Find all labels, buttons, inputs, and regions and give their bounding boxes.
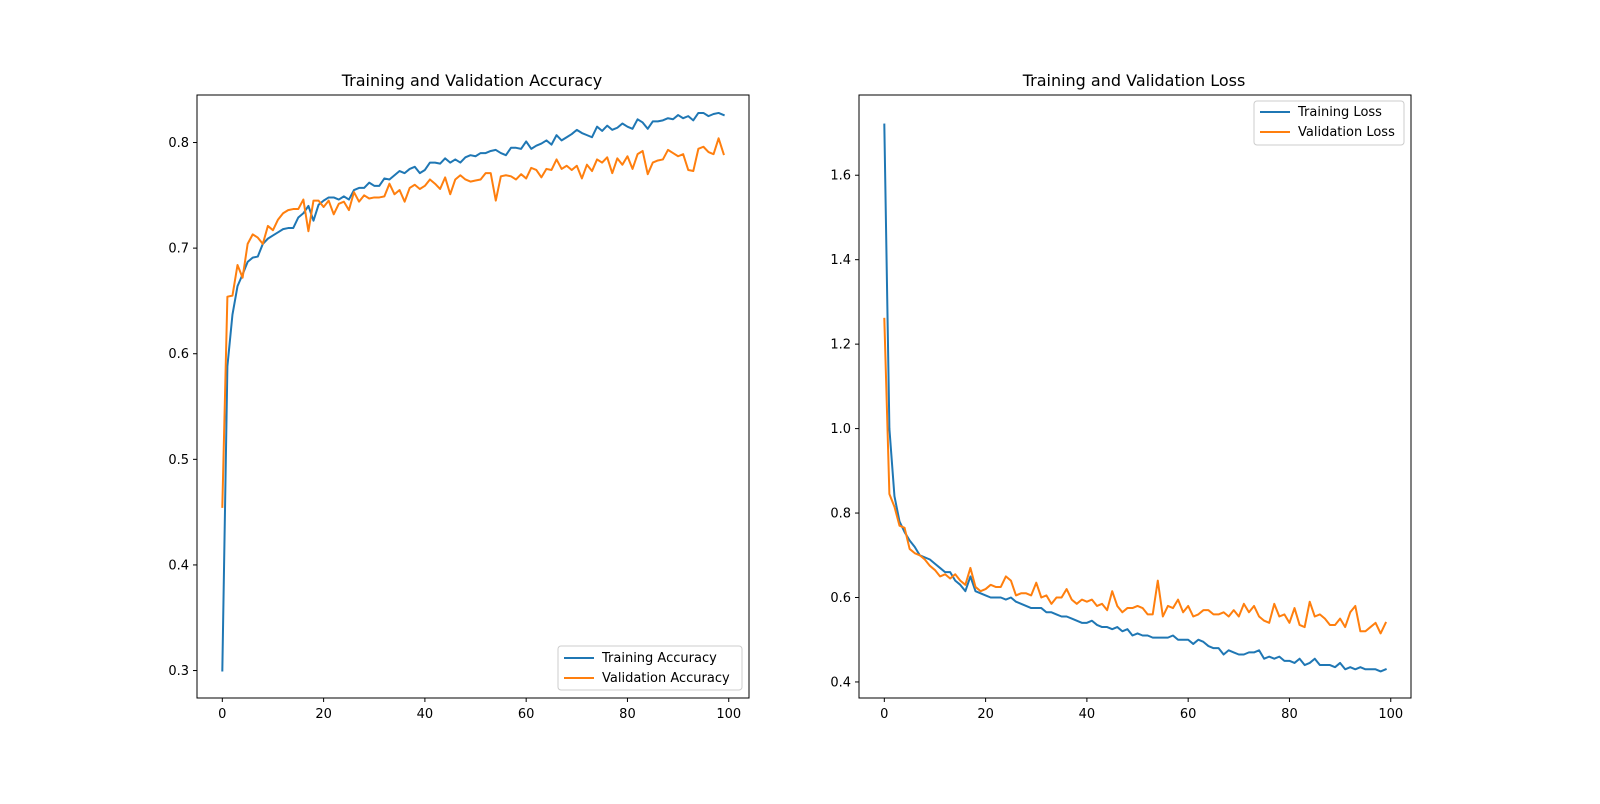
- loss-y-tick-label: 1.0: [830, 422, 851, 437]
- accuracy-plot-frame: [196, 94, 750, 699]
- legend-label-training-loss: Training Loss: [1297, 105, 1382, 120]
- accuracy-legend: Training Accuracy Validation Accuracy: [557, 645, 743, 691]
- loss-y-tick-label: 0.4: [830, 675, 851, 690]
- loss-x-tick-label: 0: [880, 707, 888, 722]
- loss-y-tick-label: 0.6: [830, 591, 851, 606]
- series-line-training-loss: [883, 123, 1387, 673]
- accuracy-x-tick-label: 80: [619, 707, 636, 722]
- loss-x-tick-label: 60: [1180, 707, 1197, 722]
- accuracy-y-tick-label: 0.6: [168, 347, 189, 362]
- loss-chart: Training and Validation Loss 0 20 40 60 80 10…: [830, 71, 1412, 722]
- accuracy-legend-box: [557, 645, 743, 691]
- series-line-validation-accuracy: [221, 137, 725, 508]
- loss-legend: Training Loss Validation Loss: [1253, 100, 1405, 146]
- loss-y-tick-label: 1.4: [830, 253, 851, 268]
- accuracy-y-tick-label: 0.8: [168, 136, 189, 151]
- loss-y-tick-label: 0.8: [830, 507, 851, 522]
- series-line-validation-loss: [883, 317, 1388, 635]
- loss-x-axis: 0 20 40 60 80 100: [880, 698, 1403, 722]
- accuracy-y-axis: 0.3 0.4 0.5 0.6 0.7 0.8: [168, 136, 197, 679]
- accuracy-x-tick-label: 40: [417, 707, 434, 722]
- accuracy-y-tick-label: 0.3: [168, 664, 189, 679]
- accuracy-x-tick-label: 0: [218, 707, 226, 722]
- accuracy-series-group: [221, 111, 725, 672]
- accuracy-y-tick-label: 0.7: [168, 242, 189, 257]
- accuracy-chart-title: Training and Validation Accuracy: [341, 71, 603, 90]
- loss-x-tick-label: 40: [1079, 707, 1096, 722]
- loss-y-axis: 0.4 0.6 0.8 1.0 1.2 1.4 1.6: [830, 169, 859, 690]
- loss-x-tick-label: 80: [1281, 707, 1298, 722]
- accuracy-y-tick-label: 0.4: [168, 558, 189, 573]
- accuracy-chart: Training and Validation Accuracy 0 20 40 60…: [168, 71, 750, 722]
- loss-legend-box: [1253, 100, 1405, 146]
- legend-label-validation-accuracy: Validation Accuracy: [602, 671, 730, 686]
- accuracy-x-axis: 0 20 40 60 80 100: [218, 698, 741, 722]
- accuracy-y-tick-label: 0.5: [168, 453, 189, 468]
- legend-label-validation-loss: Validation Loss: [1298, 125, 1395, 140]
- legend-label-training-accuracy: Training Accuracy: [601, 651, 717, 666]
- accuracy-x-tick-label: 60: [518, 707, 535, 722]
- loss-plot-frame: [858, 94, 1412, 699]
- loss-x-tick-label: 100: [1378, 707, 1403, 722]
- loss-x-tick-label: 20: [977, 707, 994, 722]
- accuracy-x-tick-label: 100: [716, 707, 741, 722]
- loss-y-tick-label: 1.6: [830, 169, 851, 184]
- loss-chart-title: Training and Validation Loss: [1022, 71, 1246, 90]
- accuracy-x-tick-label: 20: [315, 707, 332, 722]
- loss-y-tick-label: 1.2: [830, 338, 851, 353]
- loss-series-group: [883, 123, 1388, 673]
